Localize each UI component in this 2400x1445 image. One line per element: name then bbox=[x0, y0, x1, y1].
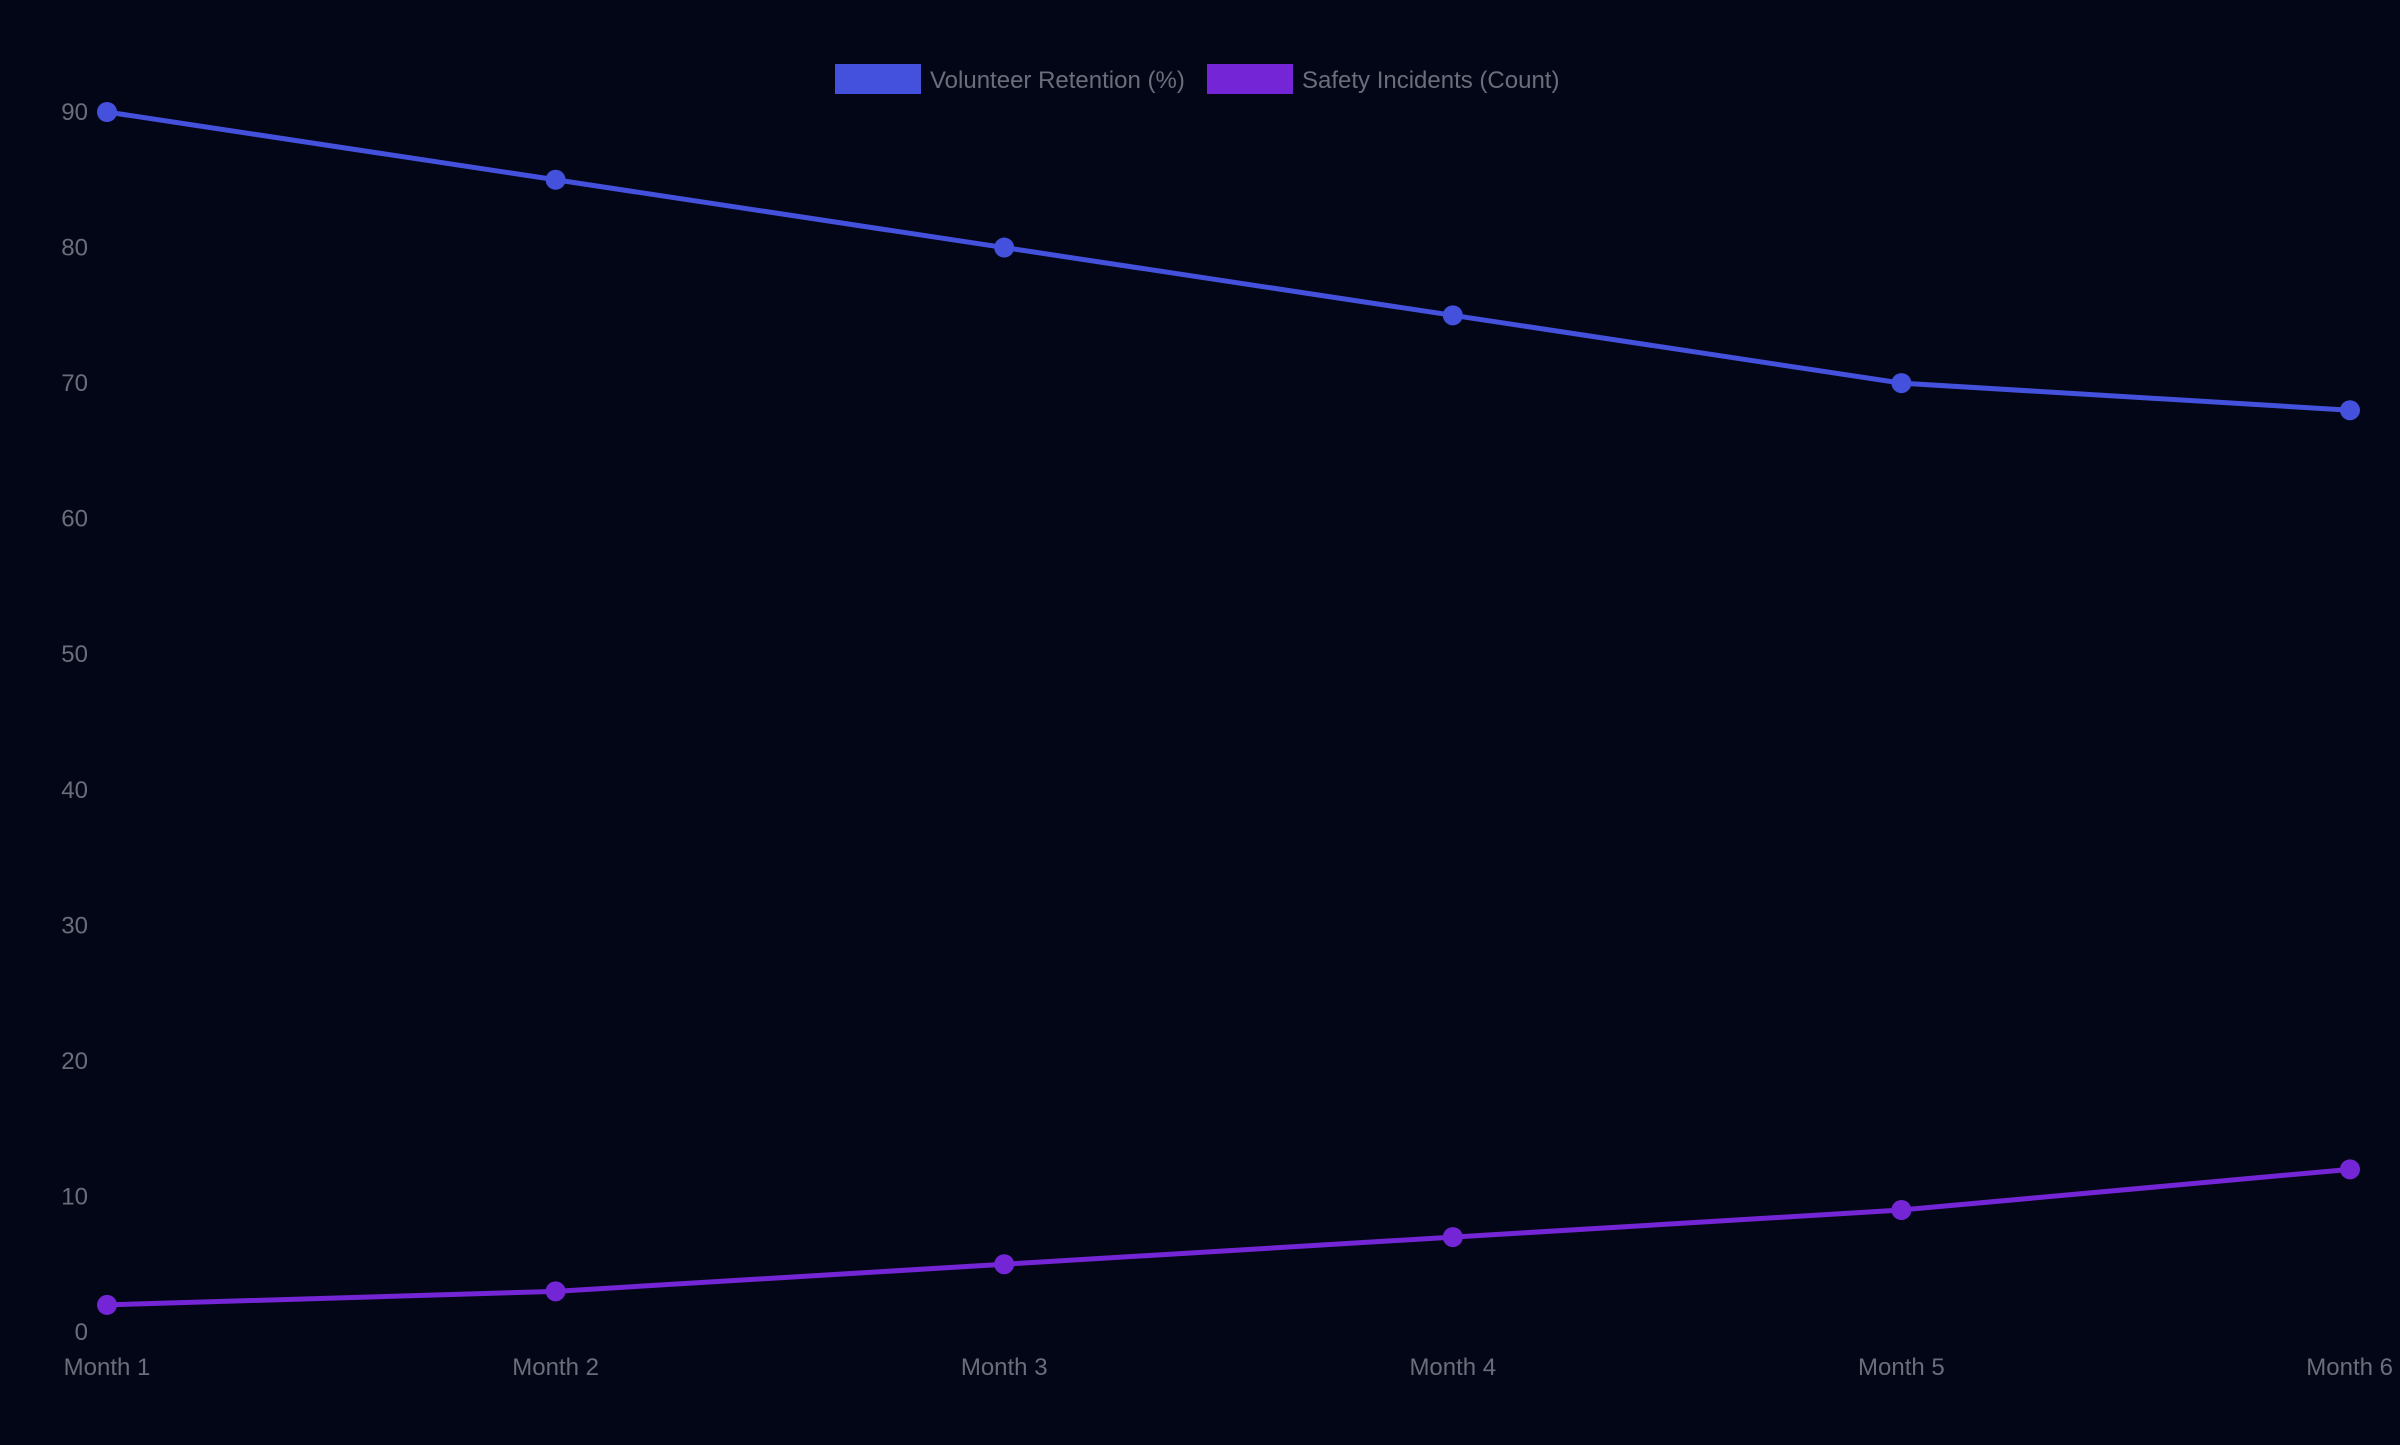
y-tick-label: 20 bbox=[61, 1048, 88, 1075]
data-point[interactable] bbox=[97, 1294, 117, 1315]
series-line bbox=[104, 1166, 2353, 1308]
y-axis: 0 10 20 30 40 50 60 70 80 90 bbox=[61, 99, 88, 1346]
data-point[interactable] bbox=[1891, 373, 1912, 394]
series-1 bbox=[97, 102, 2360, 421]
data-point[interactable] bbox=[1442, 1227, 1463, 1248]
y-tick-label: 70 bbox=[61, 370, 88, 397]
data-point[interactable] bbox=[994, 1254, 1015, 1275]
data-point[interactable] bbox=[545, 169, 566, 190]
plot-area bbox=[97, 102, 2360, 1315]
data-point[interactable] bbox=[1442, 305, 1463, 326]
legend-item[interactable]: Safety Incidents (Count) bbox=[1207, 64, 1559, 94]
y-tick-label: 90 bbox=[61, 99, 88, 126]
y-tick-label: 0 bbox=[75, 1319, 88, 1346]
y-tick-label: 80 bbox=[61, 235, 88, 262]
data-point[interactable] bbox=[994, 237, 1015, 258]
data-point[interactable] bbox=[545, 1281, 566, 1302]
x-axis: Month 1 Month 2 Month 3 Month 4 Month 5 Month… bbox=[64, 1354, 2393, 1381]
legend-item[interactable]: Volunteer Retention (%) bbox=[835, 64, 1185, 94]
series-line bbox=[104, 109, 2353, 413]
x-tick-label: Month 4 bbox=[1409, 1354, 1496, 1381]
x-tick-label: Month 1 bbox=[64, 1354, 151, 1381]
y-tick-label: 50 bbox=[61, 641, 88, 668]
y-tick-label: 60 bbox=[61, 506, 88, 533]
data-point[interactable] bbox=[2340, 1159, 2360, 1180]
data-point[interactable] bbox=[97, 102, 117, 122]
x-tick-label: Month 2 bbox=[512, 1354, 599, 1381]
y-tick-label: 30 bbox=[61, 912, 88, 939]
legend-swatch bbox=[1207, 64, 1293, 94]
data-point[interactable] bbox=[2340, 400, 2360, 421]
data-point[interactable] bbox=[1891, 1200, 1912, 1220]
legend: Volunteer Retention (%) Safety Incidents … bbox=[835, 64, 1559, 94]
y-tick-label: 10 bbox=[61, 1183, 88, 1210]
legend-label: Volunteer Retention (%) bbox=[930, 67, 1185, 94]
y-tick-label: 40 bbox=[61, 777, 88, 804]
x-tick-label: Month 6 bbox=[2306, 1354, 2393, 1381]
series-2 bbox=[97, 1159, 2360, 1315]
legend-swatch bbox=[835, 64, 921, 94]
x-tick-label: Month 5 bbox=[1858, 1354, 1945, 1381]
legend-label: Safety Incidents (Count) bbox=[1302, 67, 1559, 94]
x-tick-label: Month 3 bbox=[961, 1354, 1048, 1381]
